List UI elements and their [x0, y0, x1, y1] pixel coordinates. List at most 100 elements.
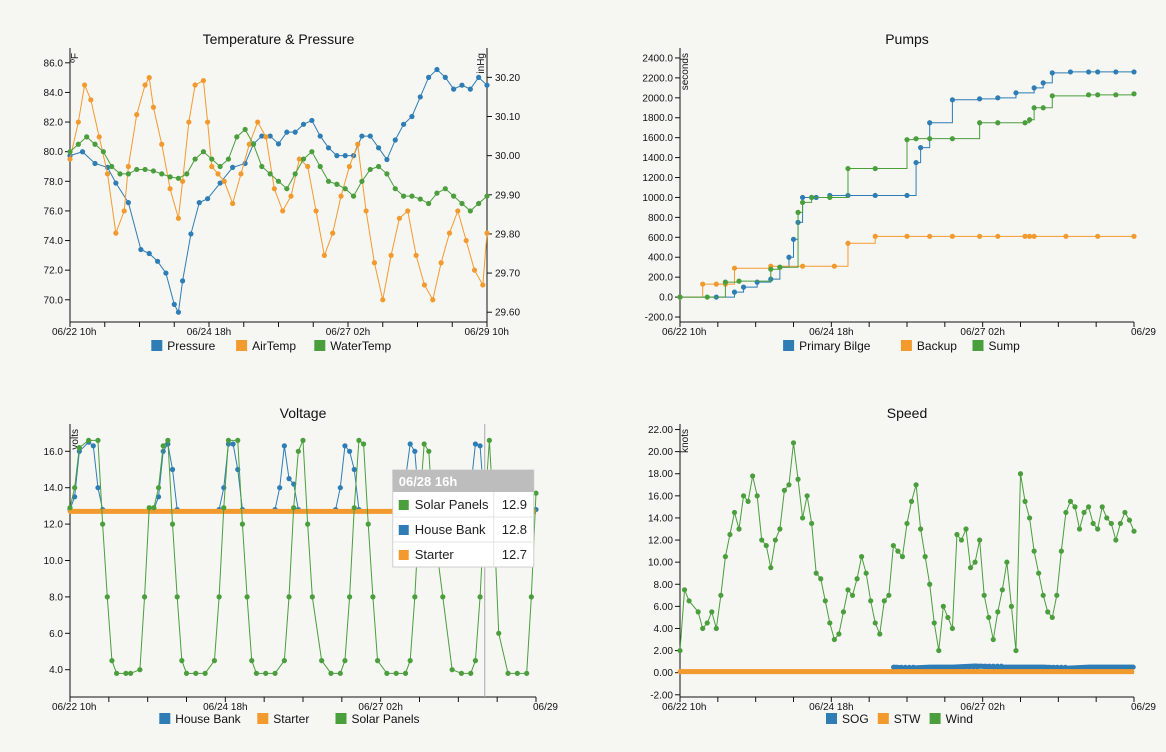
data-point	[1086, 504, 1092, 510]
data-point	[75, 508, 81, 514]
data-point	[138, 246, 144, 253]
y-unit-label: seconds	[680, 53, 691, 90]
data-point	[781, 669, 787, 674]
data-point	[717, 669, 723, 674]
data-point	[275, 141, 282, 147]
data-point	[1006, 664, 1012, 670]
data-point	[1122, 509, 1128, 516]
legend-item-solar-panels[interactable]: Solar Panels	[335, 712, 420, 726]
legend-item-house-bank[interactable]: House Bank	[159, 712, 242, 726]
data-point	[86, 437, 92, 443]
data-point	[904, 233, 910, 239]
data-point	[351, 505, 357, 511]
data-point	[1029, 669, 1035, 674]
legend-swatch	[972, 340, 984, 351]
data-point	[119, 508, 125, 514]
data-point	[330, 230, 336, 236]
data-point	[143, 508, 149, 514]
data-point	[339, 508, 345, 514]
data-point	[211, 658, 218, 664]
data-point	[889, 669, 895, 674]
data-point	[451, 86, 457, 92]
x-tick-label: 06/22 10h	[662, 702, 707, 713]
data-point	[284, 129, 290, 135]
data-point	[736, 526, 742, 532]
data-point	[215, 171, 221, 177]
data-point	[885, 669, 891, 674]
y-tick-label: 78.0	[44, 177, 64, 188]
data-point	[927, 120, 933, 126]
legend-item-backup[interactable]: Backup	[900, 339, 957, 353]
data-point	[375, 145, 382, 151]
data-point	[163, 270, 169, 276]
data-point	[1034, 664, 1040, 670]
legend-item-sump[interactable]: Sump	[972, 339, 1021, 353]
data-point	[958, 537, 965, 543]
data-point	[292, 171, 298, 177]
data-point	[701, 669, 707, 674]
legend-swatch	[335, 713, 347, 724]
data-point	[291, 481, 297, 487]
data-point	[221, 178, 227, 184]
legend-swatch	[877, 713, 889, 724]
legend-item-starter[interactable]: Starter	[257, 712, 309, 726]
series-line	[69, 68, 488, 314]
data-point	[925, 669, 931, 674]
legend-item-wind[interactable]: Wind	[929, 712, 973, 726]
data-point	[962, 664, 968, 670]
data-point	[731, 265, 738, 271]
data-point	[822, 598, 828, 604]
data-point	[799, 199, 806, 206]
data-point	[533, 490, 539, 496]
tooltip-value: 12.9	[502, 497, 527, 512]
data-point	[881, 598, 887, 604]
y-unit-label: volts	[70, 429, 81, 450]
data-point	[934, 664, 940, 670]
legend-item-primary-bilge[interactable]: Primary Bilge	[783, 339, 871, 353]
data-point	[107, 508, 113, 514]
tooltip-swatch	[398, 500, 409, 510]
data-point	[799, 515, 806, 521]
data-point	[1086, 69, 1092, 75]
data-point	[809, 194, 815, 201]
legend-item-pressure[interactable]: Pressure	[151, 339, 216, 353]
data-point	[387, 508, 393, 514]
data-point	[505, 670, 511, 676]
data-point	[100, 149, 106, 155]
data-point	[187, 508, 193, 514]
data-point	[263, 508, 269, 514]
data-point	[87, 508, 93, 514]
data-point	[772, 537, 778, 543]
legend-item-watertemp[interactable]: WaterTemp	[314, 339, 392, 353]
data-point	[175, 215, 182, 221]
data-point	[295, 508, 301, 514]
data-point	[1122, 664, 1128, 670]
data-point	[135, 508, 141, 514]
legend-label: Primary Bilge	[799, 339, 871, 353]
data-point	[781, 487, 788, 493]
data-point	[71, 508, 77, 514]
data-point	[877, 669, 883, 674]
data-point	[202, 670, 208, 676]
chart-pumps: Pumps -200.0 0.0 200.0 400.0 600.0 800.0 1000.0…	[642, 31, 1156, 353]
data-point	[239, 521, 246, 527]
data-point	[88, 97, 94, 103]
data-point	[227, 508, 233, 514]
data-point	[225, 156, 232, 162]
data-point	[869, 669, 875, 674]
data-point	[1040, 592, 1046, 598]
legend-item-sog[interactable]: SOG	[826, 712, 869, 726]
y-tick-label: 74.0	[44, 236, 64, 247]
data-point	[281, 658, 287, 664]
data-point	[67, 149, 73, 155]
data-point	[72, 485, 78, 491]
data-point	[686, 598, 692, 604]
data-point	[1045, 609, 1051, 615]
data-point	[319, 508, 325, 514]
data-point	[371, 508, 377, 514]
data-point	[95, 508, 101, 514]
legend-item-airtemp[interactable]: AirTemp	[236, 339, 296, 353]
tooltip-swatch	[398, 550, 409, 560]
data-point	[1049, 614, 1055, 621]
legend-item-stw[interactable]: STW	[877, 712, 921, 726]
